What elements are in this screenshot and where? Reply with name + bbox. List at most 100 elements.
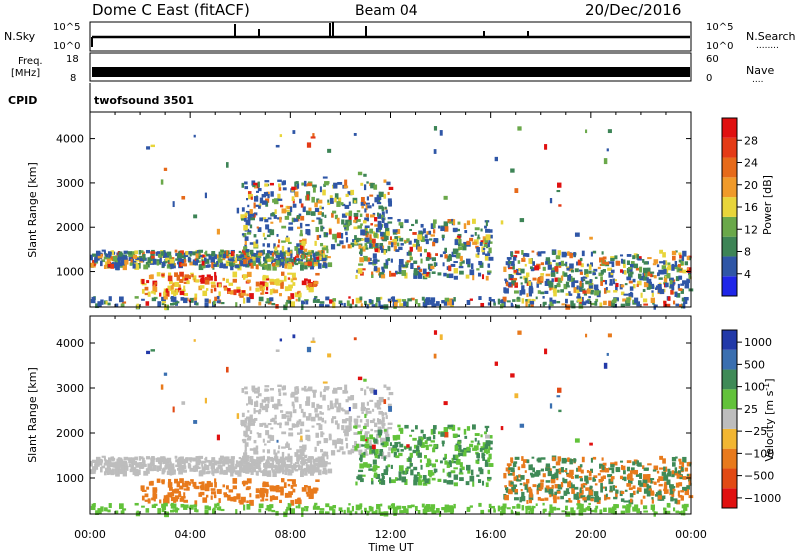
power-echo [373,253,377,258]
velocity-echo [366,419,369,422]
velocity-echo [332,505,336,508]
velocity-echo [184,484,188,487]
power-echo [348,244,351,248]
power-echo [588,296,591,298]
colorbar-tick-label: 16 [744,201,758,214]
velocity-echo [518,466,520,470]
power-echo [672,264,674,268]
power-echo [541,262,544,265]
velocity-echo [142,460,145,466]
power-echo [171,285,174,289]
velocity-echo [431,440,435,442]
power-echo [221,250,225,252]
velocity-echo [270,435,275,441]
power-echo [402,299,406,302]
velocity-echo [675,511,679,514]
power-echo [109,296,112,301]
velocity-echo [252,390,255,392]
power-echo [194,298,197,301]
power-echo [205,299,209,303]
velocity-echo [275,415,277,420]
velocity-echo [421,430,424,434]
velocity-echo [632,461,635,465]
velocity-echo [134,457,138,461]
power-echo [486,220,488,226]
velocity-echo [112,456,114,461]
power-echo [421,224,424,228]
velocity-echo [311,402,315,408]
power-echo [181,297,185,301]
power-echo [608,301,611,306]
power-echo [319,304,324,307]
power-echo [175,250,178,253]
velocity-echo [178,494,181,497]
power-echo [379,272,384,275]
velocity-echo [159,499,161,503]
velocity-echo [654,511,658,513]
power-echo [104,265,107,269]
velocity-echo [287,470,292,476]
power-echo [372,239,376,244]
velocity-echo [277,440,279,443]
power-echo [173,297,177,302]
power-echo [349,304,352,309]
velocity-echo [278,445,280,449]
velocity-echo [654,466,659,470]
velocity-echo [424,455,427,458]
power-echo [428,231,431,235]
power-echo [315,252,319,256]
velocity-echo [208,461,211,465]
velocity-echo [520,483,523,485]
power-echo [161,179,164,184]
velocity-echo [146,456,150,459]
power-echo [294,182,296,187]
power-echo [307,230,310,236]
velocity-echo [243,481,245,487]
power-echo [521,282,523,284]
velocity-echo [391,465,393,469]
power-echo [221,302,225,304]
power-panel: 1000200030004000 Slant Range [km] 481216… [26,112,774,310]
power-echo [146,280,149,283]
power-echo [571,270,574,273]
power-echo [548,265,552,270]
velocity-echo [325,503,329,507]
power-echo [485,256,489,261]
velocity-echo [668,503,671,507]
velocity-echo [576,496,579,500]
power-echo [384,250,386,254]
velocity-echo [306,416,311,421]
power-echo [146,146,150,149]
velocity-echo [488,454,491,460]
velocity-echo [486,426,488,432]
velocity-ylabel: Slant Range [km] [26,367,39,463]
power-echo [490,241,492,243]
velocity-echo [218,465,223,469]
power-echo [269,251,273,253]
power-echo [626,297,630,303]
power-echo [435,253,438,256]
power-echo [557,284,561,287]
velocity-echo [374,430,377,432]
velocity-echo [170,510,174,513]
velocity-echo [672,470,674,474]
velocity-echo [436,508,440,513]
power-echo [498,299,501,305]
power-echo [196,302,199,305]
velocity-echo [168,482,173,488]
velocity-echo [186,487,189,491]
velocity-echo [330,403,334,409]
power-echo [294,246,298,251]
power-echo [451,264,456,267]
velocity-echo [384,429,387,431]
velocity-echo [637,465,642,467]
power-echo [469,238,473,241]
power-echo [453,228,458,232]
power-echo [296,243,299,246]
power-echo [337,218,340,224]
power-echo [304,262,308,265]
velocity-echo [358,451,361,455]
velocity-echo [286,464,289,467]
power-echo [611,270,615,273]
power-echo [184,274,189,278]
